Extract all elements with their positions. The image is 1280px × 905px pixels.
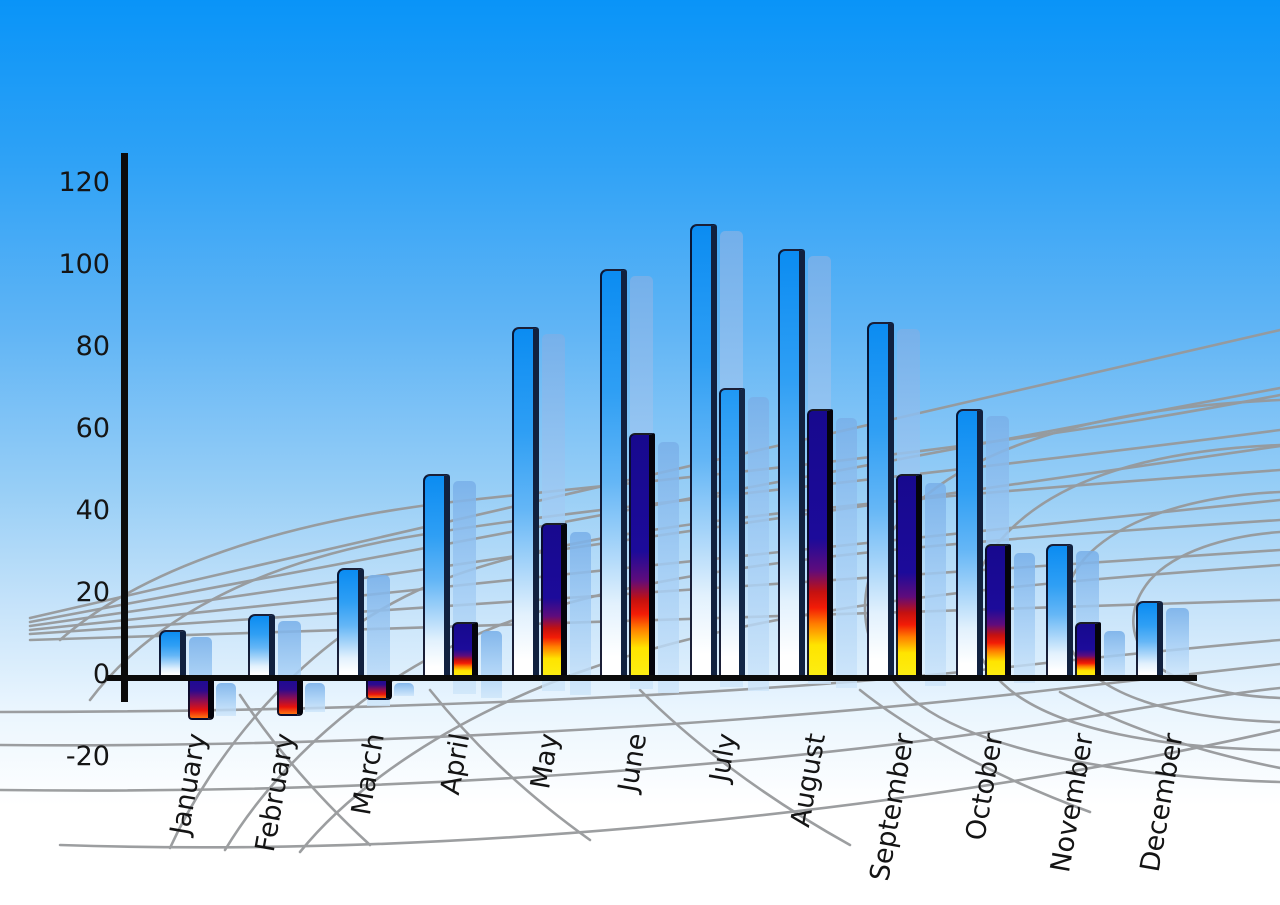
front-bar-shadow-july <box>748 397 769 691</box>
bar-december <box>1136 601 1163 679</box>
front-bar-april <box>452 621 478 679</box>
front-bar-shadow-november <box>1104 630 1125 681</box>
front-bar-shadow-february <box>305 683 325 712</box>
front-bar-shadow-may <box>570 532 591 695</box>
y-tick-label: 80 <box>75 331 110 362</box>
grid-line <box>58 728 1280 849</box>
front-bar-shadow-september <box>925 483 946 686</box>
grid-line <box>0 686 1280 792</box>
front-bar-shadow-june <box>658 442 679 693</box>
grid-diagonal <box>1058 690 1280 770</box>
bar-april <box>423 474 450 679</box>
bar-shadow-march <box>367 575 390 706</box>
front-bar-june <box>629 433 655 679</box>
front-bar-february <box>277 677 303 716</box>
y-axis-line <box>121 153 128 702</box>
y-tick-label: 100 <box>58 249 110 280</box>
y-tick-label: 60 <box>75 413 110 444</box>
grid-diagonal <box>428 688 592 842</box>
bar-february <box>248 613 275 679</box>
grid-diagonal <box>638 688 852 847</box>
bar-august <box>778 248 805 679</box>
grid-loop <box>1132 530 1280 700</box>
bar-november <box>1046 543 1073 679</box>
grid-ray <box>28 444 1280 628</box>
y-tick-label: 40 <box>75 495 110 526</box>
front-bar-shadow-january <box>216 683 236 716</box>
x-axis-line <box>107 675 1197 681</box>
y-tick-label: 120 <box>58 167 110 198</box>
grid-ray <box>28 498 1280 632</box>
y-tick-label: 0 <box>92 659 110 690</box>
front-bar-shadow-october <box>1014 552 1035 683</box>
front-bar-november <box>1075 621 1101 679</box>
grid-diagonal <box>238 693 372 847</box>
front-bar-january <box>188 677 214 720</box>
front-bar-september <box>896 474 922 679</box>
front-bar-may <box>541 523 567 679</box>
front-bar-shadow-april <box>481 630 502 698</box>
grid-line <box>0 662 1280 747</box>
grid-ray <box>28 328 1280 620</box>
front-bar-october <box>985 543 1011 679</box>
bar-june <box>600 269 627 679</box>
grid-diagonal <box>858 688 1092 814</box>
bar-march <box>337 568 364 679</box>
front-bar-july <box>719 388 745 679</box>
front-bar-shadow-march <box>394 683 414 696</box>
bar-july <box>690 224 717 679</box>
front-bar-august <box>807 408 833 679</box>
y-tick-label: 20 <box>75 577 110 608</box>
bar-january <box>159 629 186 679</box>
front-bar-shadow-august <box>836 417 857 688</box>
bar-september <box>867 322 894 679</box>
bar-october <box>956 408 983 679</box>
bar-may <box>512 326 539 679</box>
grid-loop <box>863 398 1280 784</box>
y-tick-label: -20 <box>65 741 110 772</box>
bar-shadow-december <box>1166 608 1189 675</box>
